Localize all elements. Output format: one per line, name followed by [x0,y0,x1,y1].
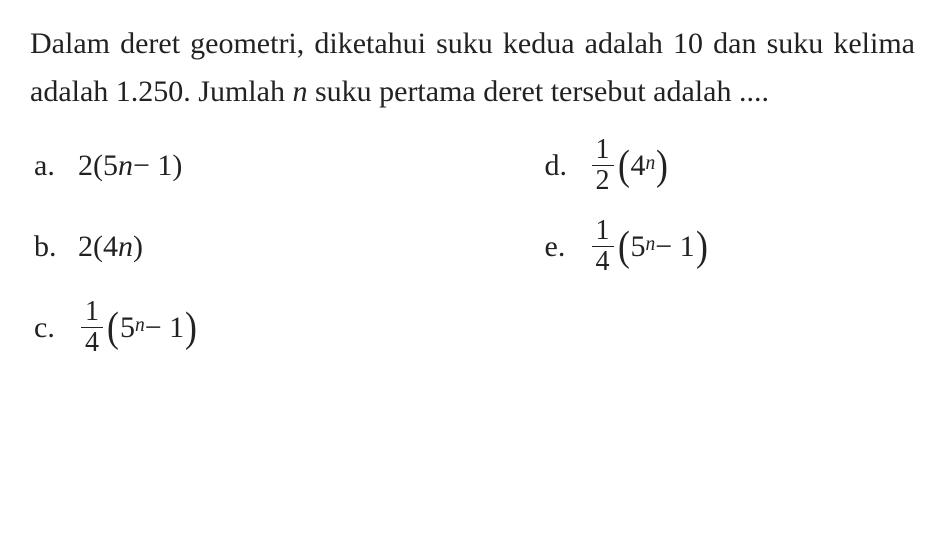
options-grid: a. 2(5n − 1) d. 1 2 ( 4n ) b. 2(4n) e. 1… [30,136,915,357]
option-e-tail: − 1 [655,230,694,264]
option-c-base: 5 [120,311,135,345]
option-e-denominator: 4 [592,246,614,276]
lparen-icon: ( [618,145,630,187]
option-c-tail: − 1 [145,311,184,345]
option-d-label: d. [545,149,589,183]
lparen-icon: ( [618,226,630,268]
option-d-numerator: 1 [592,136,614,165]
rparen-icon: ) [696,226,708,268]
option-a-expression: 2(5n − 1) [78,149,182,183]
option-c-expression: 1 4 ( 5n − 1 ) [78,298,198,357]
option-a-var: n [118,149,133,183]
option-b-pre: 2(4 [78,230,118,264]
option-d-expression: 1 2 ( 4n ) [589,136,670,195]
option-d: d. 1 2 ( 4n ) [545,136,916,195]
option-c-exponent: n [135,315,145,337]
option-b-post: ) [133,230,143,264]
option-a-post: − 1) [133,149,182,183]
question-line2: suku pertama deret tersebut adalah .... [307,75,768,108]
option-e-exponent: n [646,234,656,256]
option-a: a. 2(5n − 1) [34,136,405,195]
question-text: Dalam deret geometri, diketahui suku ked… [30,20,915,116]
option-b-label: b. [34,230,78,264]
option-a-pre: 2(5 [78,149,118,183]
option-e: e. 1 4 ( 5n − 1 ) [545,217,916,276]
option-b-expression: 2(4n) [78,230,143,264]
option-e-numerator: 1 [592,217,614,246]
option-c-denominator: 4 [81,327,103,357]
option-b: b. 2(4n) [34,217,405,276]
rparen-icon: ) [185,307,197,349]
option-e-fraction: 1 4 [592,217,614,276]
option-d-denominator: 2 [592,165,614,195]
option-b-var: n [118,230,133,264]
option-d-fraction: 1 2 [592,136,614,195]
option-a-label: a. [34,149,78,183]
option-c-fraction: 1 4 [81,298,103,357]
rparen-icon: ) [656,145,668,187]
option-c: c. 1 4 ( 5n − 1 ) [34,298,405,357]
option-c-label: c. [34,311,78,345]
lparen-icon: ( [107,307,119,349]
option-e-label: e. [545,230,589,264]
option-d-exponent: n [646,153,656,175]
option-e-base: 5 [631,230,646,264]
question-variable: n [292,75,307,108]
option-d-base: 4 [631,149,646,183]
option-e-expression: 1 4 ( 5n − 1 ) [589,217,709,276]
option-c-numerator: 1 [81,298,103,327]
